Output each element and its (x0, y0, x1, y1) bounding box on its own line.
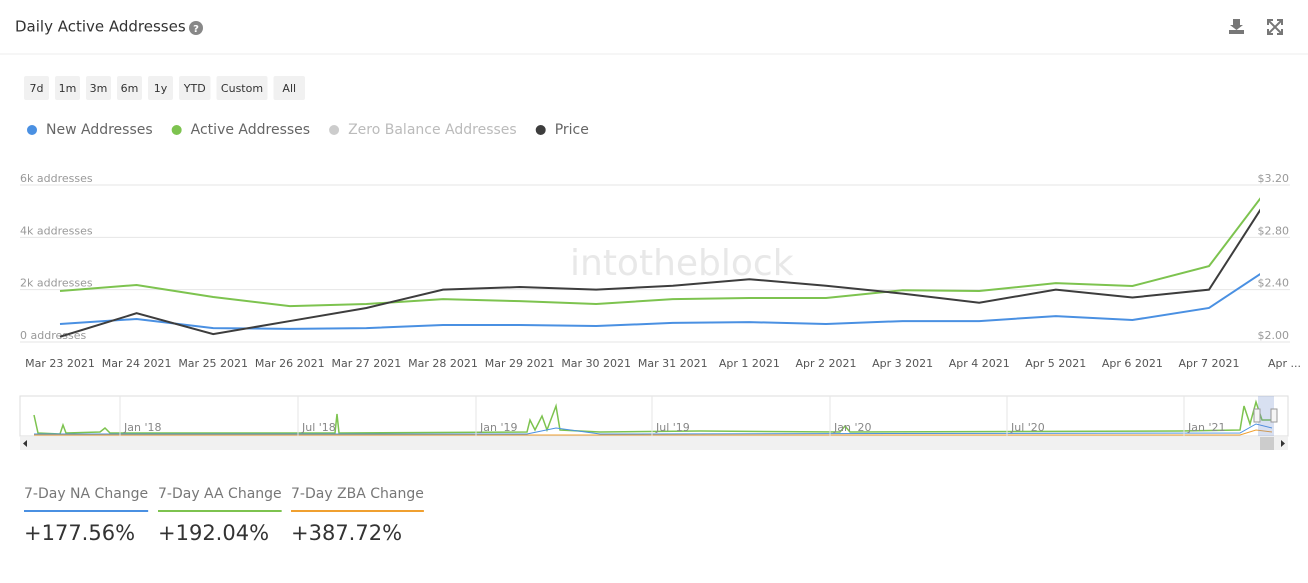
navigator-label: Jan '20 (833, 421, 871, 434)
title: Daily Active Addresses (15, 18, 186, 36)
x-tick-label: Mar 27 2021 (332, 357, 402, 370)
range-button-label: All (282, 82, 296, 95)
x-tick-label: Mar 26 2021 (255, 357, 325, 370)
legend-marker[interactable] (171, 125, 182, 135)
legend-label[interactable]: Zero Balance Addresses (348, 122, 517, 138)
stat-value: +177.56% (24, 521, 135, 545)
x-tick-label: Apr 3 2021 (872, 357, 933, 370)
range-button[interactable] (117, 76, 142, 100)
y-tick-label: 2k addresses (20, 277, 93, 290)
range-button[interactable] (273, 76, 306, 100)
plot (59, 197, 1260, 338)
y-tick-label: 4k addresses (20, 224, 93, 237)
stat-underline (24, 510, 149, 512)
x-tick-label: Apr 6 2021 (1102, 357, 1163, 370)
stat-value: +387.72% (291, 521, 402, 545)
range-button[interactable] (86, 76, 111, 100)
legend-label[interactable]: Active Addresses (191, 122, 310, 138)
range-button[interactable] (55, 76, 80, 100)
stat-underline (291, 510, 424, 512)
navigator-label: Jan '19 (479, 421, 517, 434)
x-tick-label: Apr 2 2021 (795, 357, 856, 370)
navigator-label: Jan '18 (123, 421, 161, 434)
x-tick-label: Apr 7 2021 (1178, 357, 1239, 370)
x-tick-label: Mar 23 2021 (25, 357, 95, 370)
x-tick-label: Apr 1 2021 (719, 357, 780, 370)
fullscreen-icon[interactable] (1267, 19, 1283, 35)
stat-label: 7-Day AA Change (158, 486, 282, 502)
download-icon[interactable] (1229, 19, 1244, 34)
range-button-label: 1m (59, 82, 77, 95)
legend-label[interactable]: New Addresses (46, 122, 153, 138)
x-tick-label: Apr 4 2021 (949, 357, 1010, 370)
stat-label: 7-Day NA Change (24, 486, 148, 502)
range-button-label: 3m (90, 82, 108, 95)
legend-marker[interactable] (27, 125, 37, 135)
navigator-label: Jul '19 (655, 421, 690, 434)
navigator-label: Jul '18 (301, 421, 336, 434)
legend-marker[interactable] (329, 125, 340, 135)
navigator-label: Jul '20 (1010, 421, 1045, 434)
range-button-label: Custom (221, 82, 263, 95)
help-mark: ? (193, 24, 199, 35)
range-button-label: 7d (30, 82, 44, 95)
y-tick-label: 6k addresses (20, 172, 93, 185)
range-button-label: 1y (154, 82, 168, 95)
stat-label: 7-Day ZBA Change (291, 486, 424, 502)
x-tick-label: Mar 24 2021 (102, 357, 172, 370)
range-button-label: YTD (183, 82, 206, 95)
y2-tick-label: $2.40 (1258, 277, 1290, 290)
help-icon[interactable] (189, 21, 203, 35)
x-tick-label: Mar 25 2021 (178, 357, 248, 370)
y-tick-label: 0 addresses (20, 329, 86, 342)
range-button[interactable] (148, 76, 173, 100)
y2-tick-label: $3.20 (1258, 172, 1290, 185)
range-button[interactable] (24, 76, 49, 100)
series-line (59, 197, 1260, 308)
legend-label[interactable]: Price (555, 122, 589, 138)
y2-tick-label: $2.00 (1258, 329, 1290, 342)
x-tick-label: Mar 31 2021 (638, 357, 708, 370)
navigator-label: Jan '21 (1187, 421, 1225, 434)
watermark: intotheblock (570, 243, 794, 284)
navigator[interactable] (19, 395, 1289, 450)
x-tick-label: Mar 30 2021 (561, 357, 631, 370)
range-button-label: 6m (121, 82, 139, 95)
range-button[interactable] (216, 76, 268, 100)
x-tick-label: Mar 28 2021 (408, 357, 478, 370)
range-button[interactable] (179, 76, 211, 100)
series-line (59, 272, 1260, 330)
stat-underline (158, 510, 282, 512)
x-tick-label: Apr 5 2021 (1025, 357, 1086, 370)
x-tick-label: Apr ... (1268, 357, 1301, 370)
stat-value: +192.04% (158, 521, 269, 545)
x-tick-label: Mar 29 2021 (485, 357, 555, 370)
series-line (59, 208, 1260, 338)
legend-marker[interactable] (535, 125, 546, 135)
y2-tick-label: $2.80 (1258, 224, 1290, 237)
